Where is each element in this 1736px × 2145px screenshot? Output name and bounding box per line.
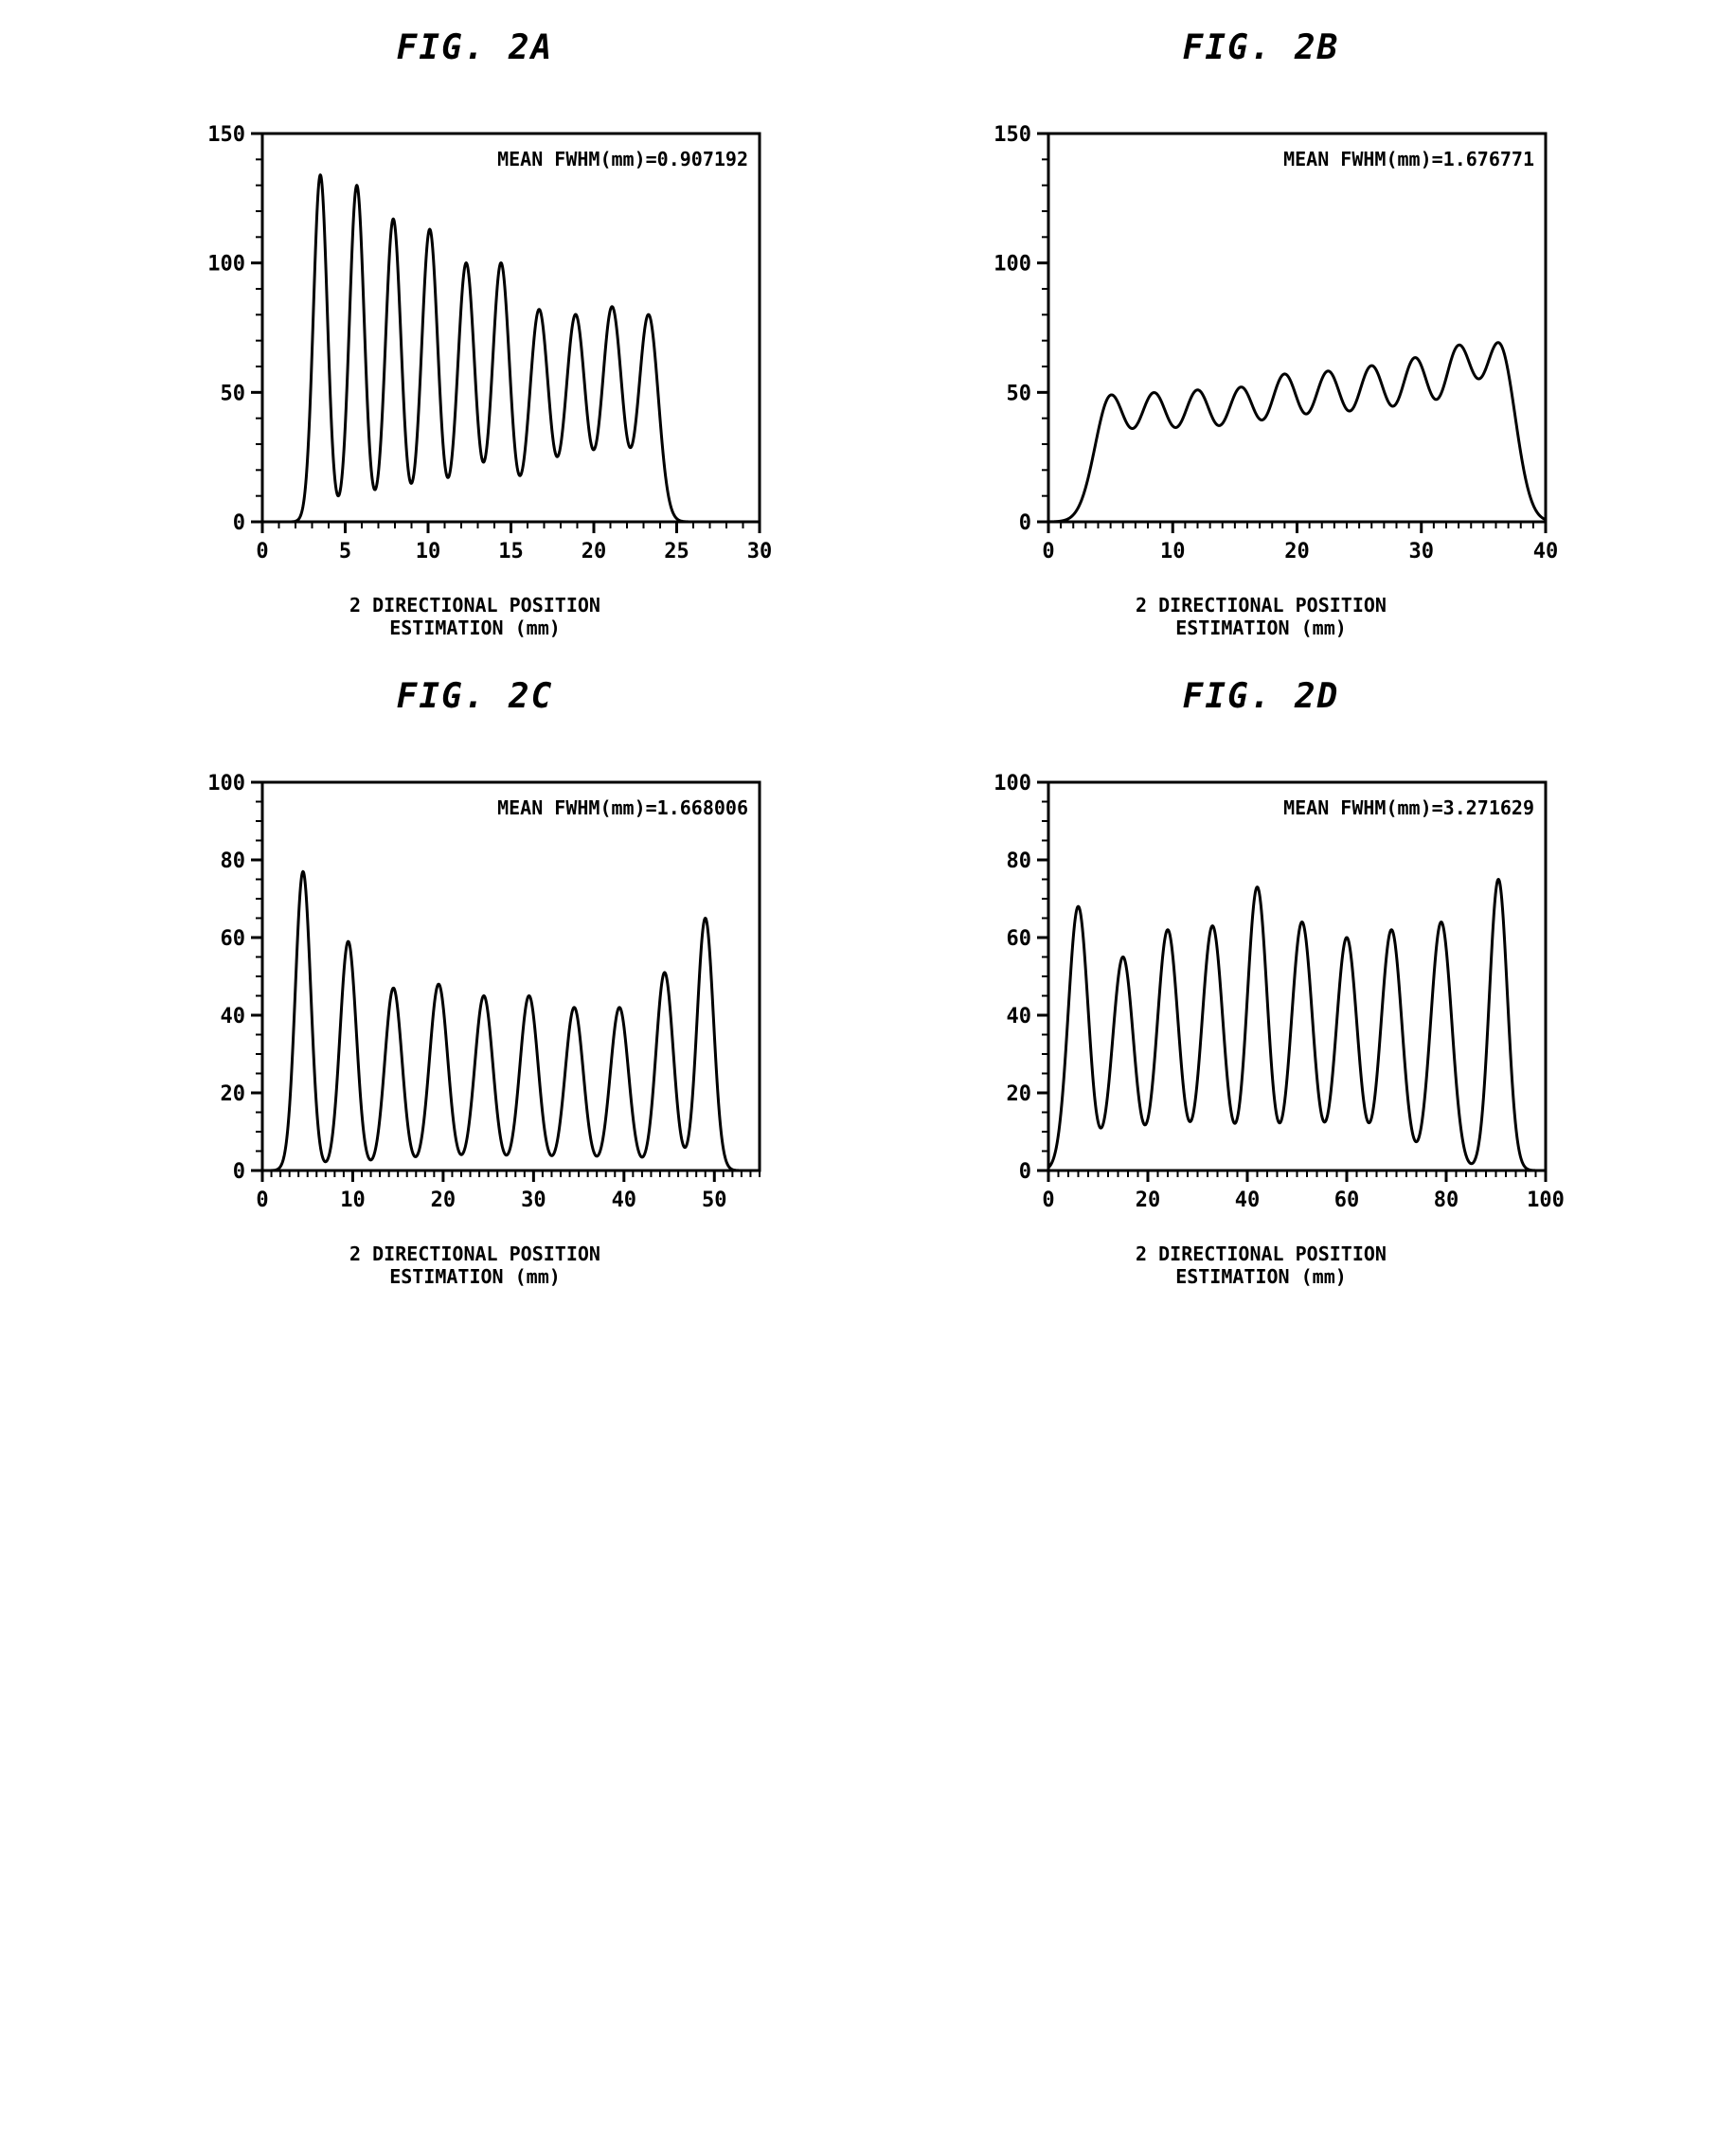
- svg-text:150: 150: [207, 123, 245, 147]
- svg-text:40: 40: [220, 1005, 245, 1028]
- svg-text:20: 20: [1135, 1189, 1160, 1212]
- svg-text:40: 40: [1006, 1005, 1031, 1028]
- svg-text:60: 60: [1333, 1189, 1359, 1212]
- svg-text:60: 60: [1006, 927, 1031, 951]
- svg-text:20: 20: [581, 540, 606, 563]
- figure-title: FIG. 2C: [397, 677, 554, 716]
- svg-text:30: 30: [521, 1189, 546, 1212]
- svg-text:0: 0: [1018, 1160, 1030, 1184]
- panel-2a: FIG. 2A 0 5 10 15 20 25 30 0 50 100 150 MEAN FWHM(mm…: [111, 28, 840, 639]
- svg-text:50: 50: [702, 1189, 727, 1212]
- svg-text:100: 100: [207, 253, 245, 277]
- svg-text:20: 20: [1006, 1082, 1031, 1106]
- panel-2b: FIG. 2B 0 10 20 30 40 0 50 100 150 MEAN FWHM(mm)=1…: [897, 28, 1626, 639]
- svg-text:80: 80: [1433, 1189, 1459, 1212]
- svg-text:150: 150: [993, 123, 1031, 147]
- svg-text:0: 0: [232, 1160, 244, 1184]
- x-axis-label: 2 DIRECTIONAL POSITIONESTIMATION (mm): [1136, 1242, 1387, 1288]
- svg-text:10: 10: [415, 540, 440, 563]
- svg-text:0: 0: [1042, 540, 1054, 563]
- annotation-text: MEAN FWHM(mm)=1.676771: [1283, 148, 1534, 170]
- figure-title: FIG. 2B: [1183, 28, 1340, 67]
- x-axis-label: 2 DIRECTIONAL POSITIONESTIMATION (mm): [1136, 594, 1387, 639]
- annotation-text: MEAN FWHM(mm)=1.668006: [497, 796, 748, 819]
- svg-text:80: 80: [220, 849, 245, 873]
- chart-svg: 0 10 20 30 40 50 0 20 40 60 80 100 MEAN FWHM(mm)=1.6…: [172, 763, 779, 1237]
- svg-text:40: 40: [1532, 540, 1558, 563]
- svg-text:80: 80: [1006, 849, 1031, 873]
- svg-text:30: 30: [746, 540, 772, 563]
- panel-2c: FIG. 2C 0 10 20 30 40 50 0 20 40 60 80 100 MEAN FWHM(…: [111, 677, 840, 1288]
- svg-text:0: 0: [1018, 511, 1030, 535]
- svg-text:100: 100: [1527, 1189, 1565, 1212]
- svg-text:25: 25: [664, 540, 689, 563]
- svg-text:20: 20: [430, 1189, 456, 1212]
- svg-text:5: 5: [338, 540, 350, 563]
- svg-text:40: 40: [611, 1189, 636, 1212]
- svg-text:0: 0: [256, 540, 268, 563]
- chart-svg: 0 20 40 60 80 100 0 20 40 60 80 100 MEAN FWHM(mm)=3.…: [958, 763, 1565, 1237]
- svg-text:100: 100: [207, 772, 245, 795]
- svg-text:60: 60: [220, 927, 245, 951]
- figure-title: FIG. 2D: [1183, 677, 1340, 716]
- chart-svg: 0 5 10 15 20 25 30 0 50 100 150 MEAN FWHM(mm)=0.907…: [172, 115, 779, 588]
- svg-text:0: 0: [256, 1189, 268, 1212]
- figure-title: FIG. 2A: [397, 28, 554, 67]
- svg-text:50: 50: [1006, 382, 1031, 405]
- svg-text:30: 30: [1408, 540, 1434, 563]
- annotation-text: MEAN FWHM(mm)=0.907192: [497, 148, 748, 170]
- svg-text:10: 10: [340, 1189, 366, 1212]
- svg-text:100: 100: [993, 772, 1031, 795]
- svg-text:0: 0: [232, 511, 244, 535]
- x-axis-label: 2 DIRECTIONAL POSITIONESTIMATION (mm): [349, 594, 600, 639]
- svg-text:20: 20: [220, 1082, 245, 1106]
- chart-svg: 0 10 20 30 40 0 50 100 150 MEAN FWHM(mm)=1.676771: [958, 115, 1565, 588]
- svg-text:40: 40: [1234, 1189, 1260, 1212]
- svg-text:0: 0: [1042, 1189, 1054, 1212]
- svg-text:20: 20: [1284, 540, 1310, 563]
- svg-text:50: 50: [220, 382, 245, 405]
- panel-2d: FIG. 2D 0 20 40 60 80 100 0 20 40 60 80 100 MEAN FWHM…: [897, 677, 1626, 1288]
- svg-text:100: 100: [993, 253, 1031, 277]
- annotation-text: MEAN FWHM(mm)=3.271629: [1283, 796, 1534, 819]
- svg-text:10: 10: [1160, 540, 1186, 563]
- x-axis-label: 2 DIRECTIONAL POSITIONESTIMATION (mm): [349, 1242, 600, 1288]
- chart-grid: FIG. 2A051015202530050100150MEAN FWHM(mm…: [111, 28, 1626, 1288]
- svg-text:15: 15: [498, 540, 524, 563]
